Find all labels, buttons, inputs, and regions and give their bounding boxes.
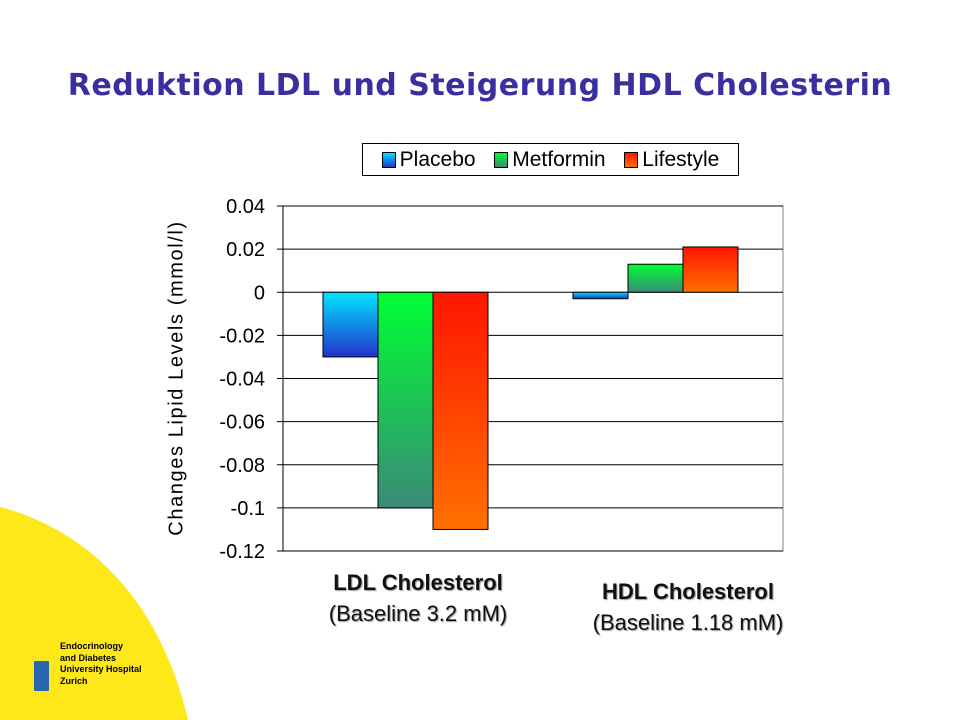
category-baseline-hdl: (Baseline 1.18 mM) <box>592 609 784 635</box>
chart-legend: Placebo Metformin Lifestyle <box>362 143 739 176</box>
category-label-hdl: HDL Cholesterol (Baseline 1.18 mM) <box>593 577 784 639</box>
university-logo-icon <box>34 661 49 691</box>
category-baseline-ldl: (Baseline 3.2 mM) <box>328 600 508 626</box>
footer-line-3: University Hospital <box>60 664 142 674</box>
bar-ldl-lifestyle <box>432 291 489 530</box>
legend-item-placebo: Placebo <box>381 147 476 172</box>
y-tick-label: 0.02 <box>226 239 265 261</box>
legend-item-lifestyle: Lifestyle <box>624 148 719 172</box>
category-label-ldl: LDL Cholesterol (Baseline 3.2 mM) <box>329 568 508 630</box>
y-tick-label: -0.02 <box>219 325 265 347</box>
y-tick-label: 0 <box>254 282 265 304</box>
y-tick-label: -0.1 <box>231 498 265 520</box>
legend-swatch-placebo <box>381 151 396 168</box>
footer-line-2: and Diabetes <box>60 652 117 663</box>
bar-hdl-lifestyle <box>682 246 739 293</box>
legend-item-metformin: Metformin <box>494 147 606 172</box>
legend-label-lifestyle: Lifestyle <box>642 147 720 171</box>
chart-plot: 0.04 0.02 0 -0.02 -0.04 -0.06 -0.08 -0.1 -0.12 <box>219 196 784 563</box>
category-name-ldl: LDL Cholesterol <box>333 570 503 595</box>
bar-ldl-placebo <box>322 291 379 358</box>
footer-line-1: Endocrinology <box>60 641 123 651</box>
y-tick-label: -0.04 <box>219 369 265 391</box>
institution-footer: Endocrinology and Diabetes University Ho… <box>60 641 170 687</box>
yellow-corner-decoration <box>0 507 188 720</box>
bar-ldl-metformin <box>377 291 434 509</box>
y-tick-label: -0.06 <box>219 412 265 434</box>
y-tick-label: 0.04 <box>226 196 265 218</box>
y-tick-label: -0.08 <box>219 455 265 477</box>
category-name-hdl: HDL Cholesterol <box>602 579 774 604</box>
legend-label-metformin: Metformin <box>512 147 606 171</box>
legend-swatch-lifestyle <box>624 151 639 168</box>
legend-label-placebo: Placebo <box>399 147 476 171</box>
slide-title: Reduktion LDL und Steigerung HDL Cholest… <box>67 68 893 103</box>
bar-hdl-placebo <box>572 291 629 300</box>
y-tick-label: -0.12 <box>219 541 265 563</box>
bar-hdl-metformin <box>627 263 684 293</box>
legend-swatch-metformin <box>494 151 509 168</box>
y-axis-title: Changes Lipid Levels (mmol/l) <box>165 220 188 536</box>
footer-line-4: Zurich <box>60 675 88 686</box>
